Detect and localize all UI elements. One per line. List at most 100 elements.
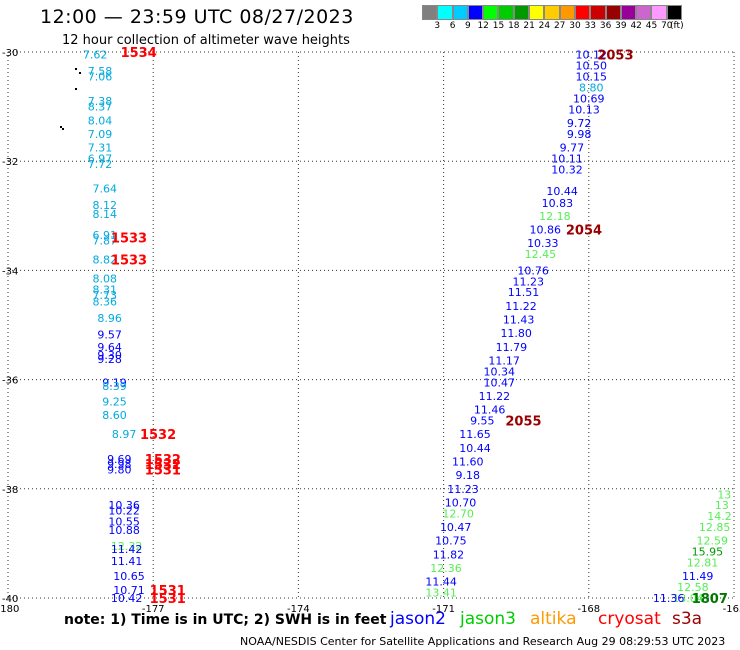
wave-height-label: 11.36 — [653, 592, 685, 605]
wave-height-label: 12.18 — [539, 210, 571, 223]
footer-credit: NOAA/NESDIS Center for Satellite Applica… — [240, 635, 726, 648]
wave-height-label: 9.28 — [97, 353, 122, 366]
time-label: 1532 — [140, 428, 176, 443]
wave-height-label: 10.86 — [529, 223, 561, 236]
wave-height-label: 9.55 — [470, 415, 495, 428]
wave-height-label: 7.73 — [93, 289, 118, 302]
wave-height-label: 10.83 — [542, 197, 574, 210]
legend-cryosat: cryosat — [598, 609, 661, 629]
time-label: 1532 — [145, 458, 181, 473]
wave-height-label: 11.44 — [425, 576, 457, 589]
wave-height-label: 8.60 — [102, 409, 127, 422]
wave-height-label: 11.46 — [474, 404, 506, 417]
wave-height-label: 10.22 — [108, 505, 140, 518]
wave-height-label: 11.60 — [452, 456, 484, 469]
color-scale-tick: 42 — [630, 21, 642, 31]
time-label: 1807 — [692, 592, 728, 607]
wave-height-label: 10.11 — [551, 152, 583, 165]
color-swatch — [483, 5, 499, 20]
wave-height-label: 10.33 — [527, 237, 559, 250]
wave-height-label: 11.22 — [505, 300, 537, 313]
color-scale-tick: 3 — [434, 21, 441, 31]
x-tick-label: -174 — [287, 604, 310, 615]
color-swatch — [636, 5, 652, 20]
wave-height-label: 11.43 — [503, 314, 535, 327]
data-point — [62, 128, 64, 130]
legend-altika: altika — [530, 609, 577, 629]
wave-height-label: 12.59 — [696, 535, 728, 548]
wave-height-label: 7.58 — [88, 65, 113, 78]
color-scale-tick: (ft) — [670, 21, 684, 31]
time-label: 1531 — [145, 464, 181, 479]
wave-height-label: 11.79 — [496, 341, 528, 354]
wave-height-label: 11.41 — [111, 555, 143, 568]
wave-height-label: 7.38 — [88, 95, 113, 108]
x-tick-label: -168 — [577, 604, 600, 615]
color-swatch — [666, 5, 683, 20]
color-scale-bar — [422, 5, 683, 20]
wave-height-label: 6.91 — [93, 229, 118, 242]
wave-height-label: 9.57 — [97, 328, 122, 341]
wave-height-label: 10.34 — [484, 365, 516, 378]
wave-height-label: 8.96 — [97, 312, 122, 325]
y-tick-label: -32 — [2, 157, 18, 168]
color-swatch — [498, 5, 514, 20]
wave-height-label: 12.45 — [525, 248, 557, 261]
x-tick-label: -177 — [142, 604, 165, 615]
color-scale-tick: 9 — [465, 21, 471, 31]
wave-height-label: 12.81 — [687, 557, 719, 570]
wave-height-label: 10.12 — [575, 49, 607, 62]
y-tick-label: -36 — [2, 376, 18, 387]
x-tick-label: -171 — [432, 604, 455, 615]
color-swatch — [467, 5, 484, 20]
wave-height-label: 9.72 — [567, 117, 592, 130]
wave-height-label: 8.36 — [93, 296, 118, 309]
wave-height-label: 11.51 — [508, 286, 540, 299]
wave-height-label: 9.64 — [97, 341, 122, 354]
wave-height-label: 10.70 — [445, 496, 477, 509]
wave-height-label: 10.32 — [551, 163, 583, 176]
wave-height-label: 10.15 — [575, 71, 607, 84]
color-swatch — [605, 5, 621, 20]
wave-height-label: 9.25 — [102, 395, 127, 408]
chart-subtitle: 12 hour collection of altimeter wave hei… — [62, 33, 350, 48]
wave-height-label: 9.98 — [107, 458, 132, 471]
wave-height-label: 10.75 — [435, 535, 467, 548]
wave-height-label: 8.82 — [93, 253, 118, 266]
wave-height-label: 12.58 — [677, 581, 709, 594]
color-scale-labels: 3 6 9 12 15 18 21 24 27 30 33 36 39 42 45 70 (ft) — [422, 21, 740, 33]
wave-height-label: 11.23 — [447, 483, 479, 496]
time-label: 1531 — [150, 584, 186, 599]
wave-height-label: 8.14 — [93, 208, 118, 221]
color-swatch — [452, 5, 468, 20]
color-swatch — [544, 5, 560, 20]
time-label: 1532 — [145, 453, 181, 468]
wave-height-label: 10.47 — [484, 376, 516, 389]
wave-height-label: 8.31 — [93, 284, 118, 297]
wave-height-label: 13.41 — [425, 587, 457, 600]
wave-height-label: 15.95 — [692, 546, 724, 559]
wave-height-label: 7.09 — [88, 128, 113, 141]
wave-height-label: 8.80 — [579, 81, 604, 94]
color-scale-tick: 45 — [645, 21, 658, 31]
wave-height-label: 7.64 — [93, 183, 118, 196]
wave-height-label: 10.13 — [568, 103, 600, 116]
wave-height-label: 9.18 — [456, 469, 481, 482]
wave-height-label: 12.85 — [699, 521, 731, 534]
wave-height-label: 11.65 — [459, 428, 491, 441]
wave-height-label: 10.47 — [440, 521, 472, 534]
time-label: 1534 — [121, 46, 157, 61]
color-swatch — [559, 5, 575, 20]
y-tick-label: -40 — [2, 594, 18, 605]
wave-height-label: 8.12 — [93, 199, 118, 212]
color-scale-tick: 12 — [477, 21, 489, 31]
wave-height-label: 10.76 — [517, 264, 549, 277]
color-swatch — [651, 5, 667, 20]
color-scale-tick: 70 — [661, 21, 673, 31]
wave-height-label: 9.19 — [102, 376, 127, 389]
wave-height-label: 8.08 — [93, 273, 118, 286]
wave-height-label: 7.06 — [88, 71, 113, 84]
time-label: 2053 — [597, 49, 633, 64]
color-scale-tick: 30 — [569, 21, 581, 31]
